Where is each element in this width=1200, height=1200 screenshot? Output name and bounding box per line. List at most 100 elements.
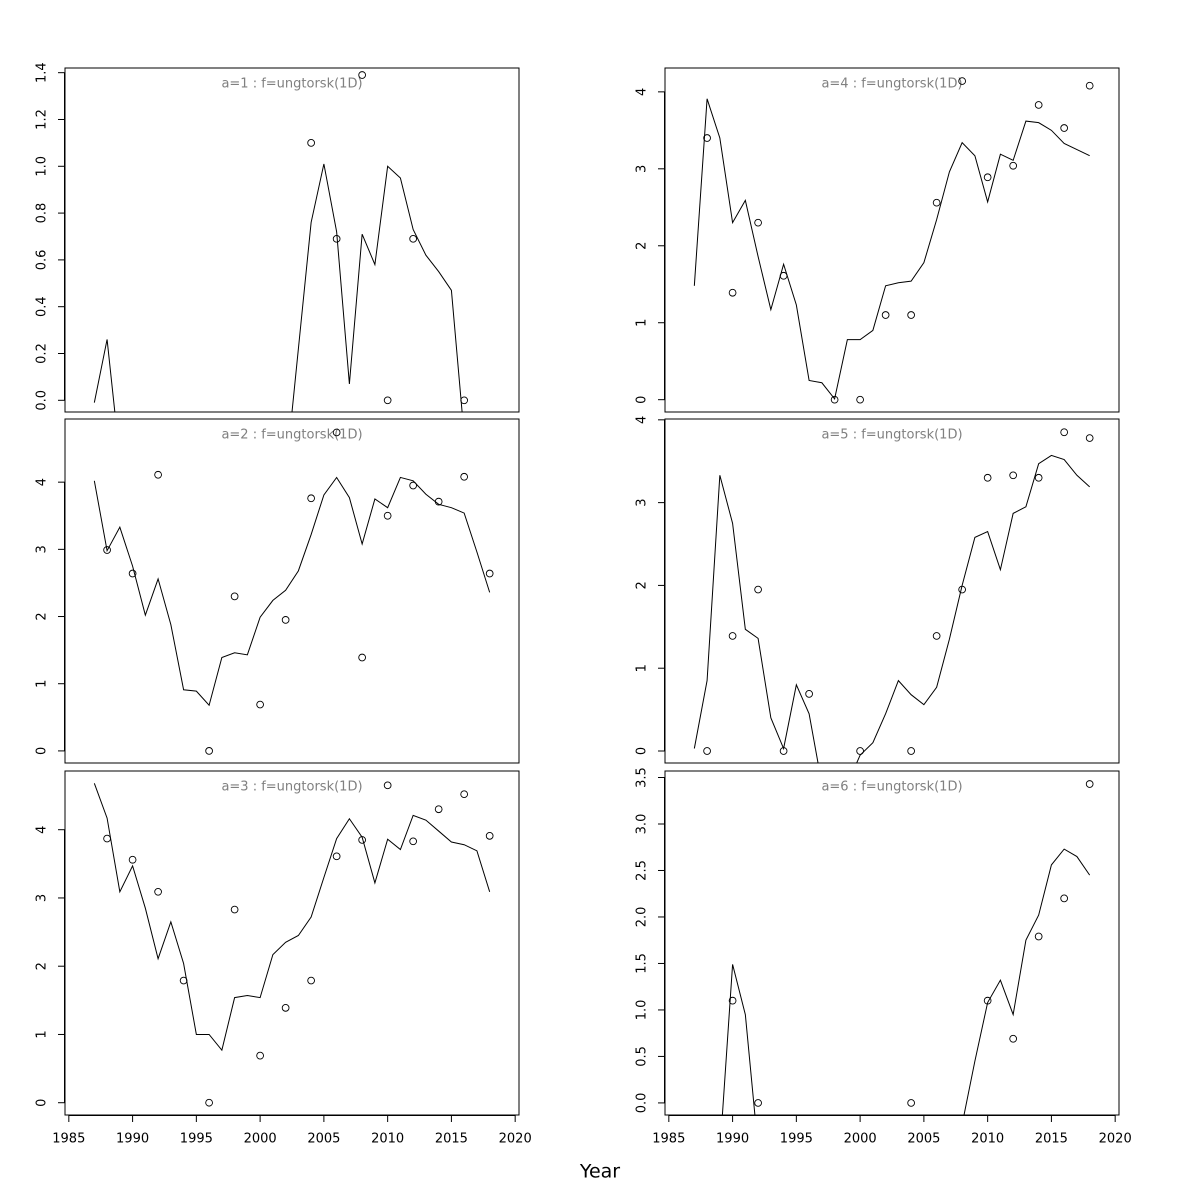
observation-point [805,690,813,698]
model-line [721,848,1091,1115]
observation-point [230,905,239,914]
y-tick-label: 3.5 [635,767,650,788]
observation-point [983,996,992,1005]
observation-point [703,134,711,142]
observation-point [932,632,941,640]
observation-point [154,470,162,479]
observation-point [383,396,392,405]
observation-point [703,747,711,755]
observation-point [434,805,443,814]
observation-point [307,976,315,985]
plot-area [721,780,1094,1115]
observation-point [409,837,418,846]
y-tick-label: 3 [35,894,50,902]
observation-point [983,173,992,182]
observation-point [1034,101,1043,109]
plot-area [93,428,494,755]
y-tick-label: 2.5 [635,860,650,881]
y-tick-label: 4 [35,826,50,834]
observation-point [983,473,992,482]
x-tick-label: 2010 [371,1132,404,1147]
plot-frame [664,418,1120,764]
plot-area [93,781,494,1107]
observation-point [754,1099,762,1107]
y-tick-label: 0.5 [635,1046,650,1067]
observation-point [1009,1034,1018,1043]
observation-point [256,700,264,709]
plot-area [93,71,469,412]
y-tick-label: 2.0 [635,907,650,928]
x-tick-label: 1985 [52,1132,85,1147]
panel: a=5 : f=ungtorsk(1D) 0 1 2 3 4 [635,416,1120,764]
observation-point [307,139,315,147]
observation-point [856,395,864,404]
observation-point [907,747,915,755]
x-tick-label: 1995 [180,1132,213,1147]
observation-point [103,834,111,843]
panel-title: a=5 : f=ungtorsk(1D) [821,428,962,443]
x-tick-label: 1995 [780,1132,813,1147]
y-tick-label: 0.0 [635,1093,650,1114]
y-tick-label: 3 [635,498,650,506]
observation-point [281,1003,290,1012]
observation-point [332,234,341,243]
panel-title: a=1 : f=ungtorsk(1D) [221,77,362,92]
observation-point [154,887,162,896]
observation-point [358,653,366,662]
observation-point [932,198,941,207]
model-line [693,454,1091,763]
observation-point [958,77,966,85]
y-tick-label: 4 [635,88,650,96]
observation-point [1009,471,1018,480]
observation-point [128,569,137,578]
y-tick-label: 2 [35,962,50,970]
x-tick-label: 2020 [499,1132,532,1147]
observation-point [409,234,418,243]
x-axis-label: Year [579,1161,620,1183]
model-line [93,163,463,412]
observation-point [179,976,188,985]
y-tick-label: 3 [35,545,50,553]
observation-point [128,855,137,864]
x-tick-label: 1990 [116,1132,149,1147]
y-tick-label: 0.0 [35,390,50,411]
observation-point [779,747,788,755]
observation-point [281,616,290,624]
y-tick-label: 2 [635,581,650,589]
observation-point [779,271,788,280]
y-tick-label: 1.2 [35,109,50,130]
panel: a=3 : f=ungtorsk(1D) 0 1 2 3 4 1985 1990 1995 200… [35,770,532,1147]
observation-point [205,1098,213,1107]
observation-point [230,592,239,601]
observation-point [434,497,443,506]
x-tick-label: 1990 [716,1132,749,1147]
observation-point [103,546,111,554]
observation-point [1085,81,1094,90]
x-tick-label: 2015 [1035,1132,1068,1147]
x-tick-label: 2020 [1099,1132,1132,1147]
observation-point [358,71,366,79]
panel: a=6 : f=ungtorsk(1D) 0.0 0.5 1.0 1.5 2.0 2.5 3.… [635,767,1132,1147]
y-tick-label: 4 [635,416,650,424]
panel-title: a=4 : f=ungtorsk(1D) [821,77,962,92]
panel: a=2 : f=ungtorsk(1D) 0 1 2 3 4 [35,418,520,764]
x-tick-label: 2015 [435,1132,468,1147]
y-tick-label: 1.5 [635,953,650,974]
plot-frame [64,770,520,1116]
y-tick-label: 2 [35,612,50,620]
plot-area [693,428,1094,763]
observation-point [1085,434,1094,442]
observation-point [754,218,762,227]
panel-title: a=2 : f=ungtorsk(1D) [221,428,362,443]
observation-point [332,428,341,437]
x-tick-label: 2000 [244,1132,277,1147]
observation-point [830,395,839,404]
observation-point [332,852,341,861]
y-tick-label: 1 [35,1030,50,1038]
x-tick-label: 2010 [971,1132,1004,1147]
y-tick-label: 0 [35,747,50,755]
x-tick-label: 1985 [652,1132,685,1147]
observation-point [460,790,469,799]
y-tick-label: 3.0 [635,814,650,835]
